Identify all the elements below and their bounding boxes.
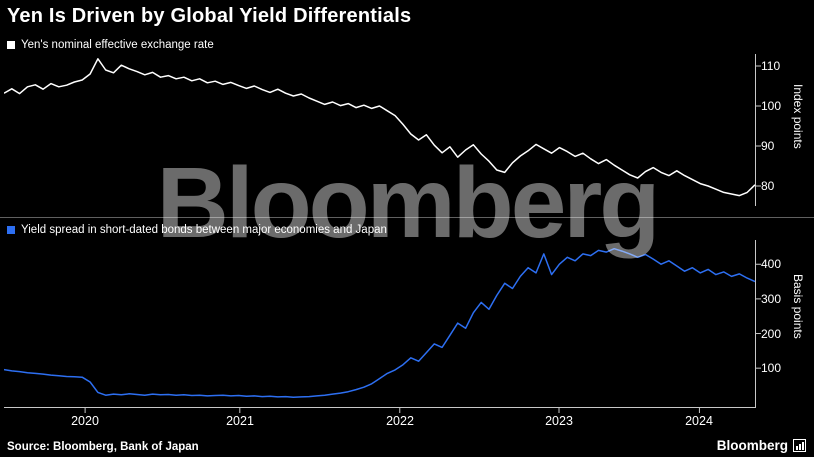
x-axis-year-label: 2022 xyxy=(386,414,414,428)
top-y-axis-title: Index points xyxy=(791,84,805,149)
axis-tick-label: 300 xyxy=(761,292,782,306)
axis-tick-label: 100 xyxy=(761,361,782,375)
x-axis-year-label: 2023 xyxy=(545,414,573,428)
axis-tick-label: 110 xyxy=(761,59,781,73)
axis-tick-label: 100 xyxy=(761,99,782,113)
yen-exchange-rate-chart xyxy=(4,54,761,206)
x-axis-year-label: 2020 xyxy=(71,414,99,428)
bottom-y-axis-title: Basis points xyxy=(791,274,805,339)
source-text: Source: Bloomberg, Bank of Japan xyxy=(7,441,199,453)
spread-series-label: Yield spread in short-dated bonds betwee… xyxy=(21,224,387,236)
yen-series-label: Yen's nominal effective exchange rate xyxy=(21,39,214,51)
legend-yen-series: Yen's nominal effective exchange rate xyxy=(7,39,214,51)
axis-tick-label: 400 xyxy=(761,257,782,271)
x-axis-year-label: 2024 xyxy=(685,414,713,428)
bloomberg-logo-text: Bloomberg xyxy=(716,438,788,453)
spread-series-swatch-icon xyxy=(7,226,15,234)
bloomberg-chart-icon xyxy=(793,439,806,452)
axis-tick-label: 90 xyxy=(761,139,775,153)
legend-spread-series: Yield spread in short-dated bonds betwee… xyxy=(7,224,387,236)
yield-spread-chart xyxy=(4,240,761,413)
yen-series-swatch-icon xyxy=(7,41,15,49)
bloomberg-logo: Bloomberg xyxy=(717,438,806,453)
axis-tick-label: 80 xyxy=(761,179,775,193)
x-axis-year-label: 2021 xyxy=(226,414,254,428)
panel-divider xyxy=(0,217,814,218)
page-title: Yen Is Driven by Global Yield Differenti… xyxy=(7,5,412,27)
axis-tick-label: 200 xyxy=(761,327,782,341)
